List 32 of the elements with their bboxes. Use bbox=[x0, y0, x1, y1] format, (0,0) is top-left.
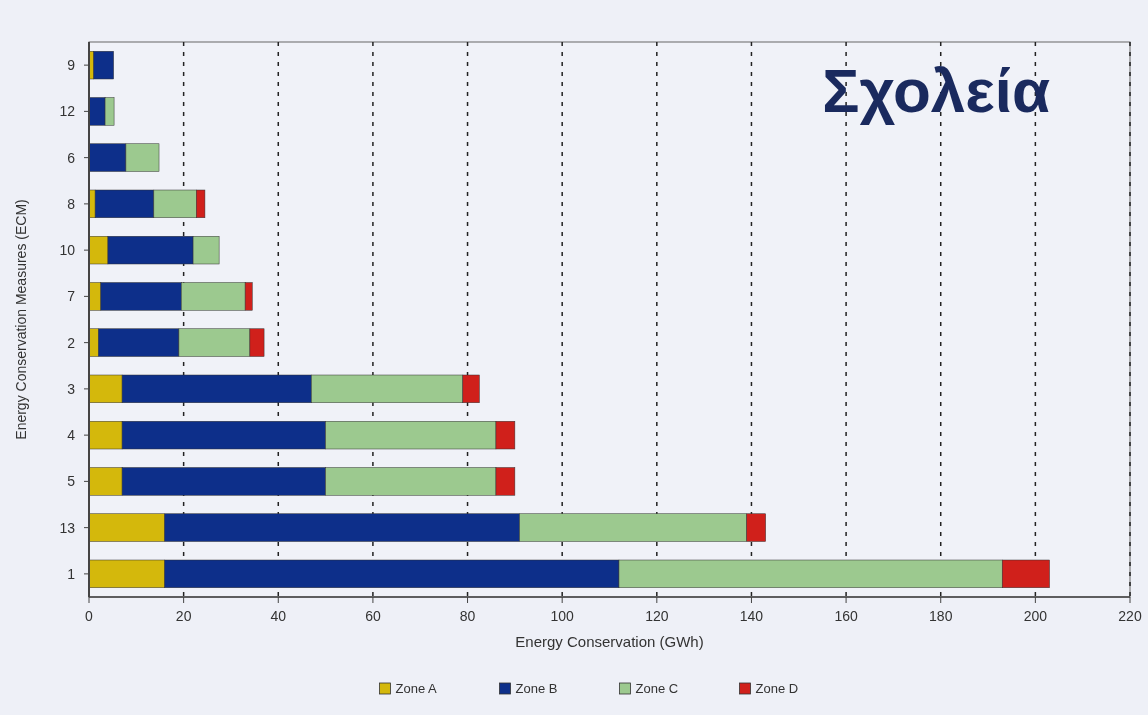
x-tick-label: 0 bbox=[85, 608, 94, 624]
x-axis-title: Energy Conservation (GWh) bbox=[515, 633, 704, 650]
x-tick-label: 80 bbox=[459, 608, 476, 624]
y-tick-label: 13 bbox=[59, 519, 76, 536]
x-tick-label: 220 bbox=[1118, 608, 1142, 624]
x-tick-label: 20 bbox=[175, 608, 192, 624]
x-tick-label: 140 bbox=[739, 608, 764, 624]
y-tick-label: 4 bbox=[67, 427, 76, 444]
y-tick-label: 7 bbox=[67, 288, 76, 305]
legend-label: Zone B bbox=[515, 681, 558, 696]
y-tick-label: 5 bbox=[67, 473, 76, 490]
y-tick-label: 10 bbox=[59, 242, 76, 259]
y-tick-label: 9 bbox=[67, 57, 76, 74]
legend-label: Zone C bbox=[635, 681, 679, 696]
x-tick-label: 60 bbox=[365, 608, 381, 624]
x-tick-label: 40 bbox=[270, 608, 287, 624]
chart-title: Σχολεία bbox=[822, 56, 1050, 125]
legend-label: Zone A bbox=[395, 681, 438, 696]
bar bbox=[93, 51, 114, 80]
x-tick-label: 160 bbox=[834, 608, 858, 624]
x-tick-label: 180 bbox=[929, 608, 953, 624]
y-tick-label: 8 bbox=[67, 195, 76, 212]
y-tick-label: 2 bbox=[67, 334, 76, 351]
y-tick-label: 12 bbox=[59, 103, 76, 120]
y-tick-label: 6 bbox=[67, 149, 76, 166]
y-axis-title: Energy Conservation Measures (ECM) bbox=[13, 199, 29, 440]
legend-label: Zone D bbox=[755, 681, 799, 696]
y-tick-label: 1 bbox=[67, 565, 76, 582]
x-tick-label: 100 bbox=[550, 608, 575, 624]
x-tick-label: 120 bbox=[645, 608, 669, 624]
y-tick-label: 3 bbox=[67, 380, 76, 397]
x-tick-label: 200 bbox=[1023, 608, 1048, 624]
